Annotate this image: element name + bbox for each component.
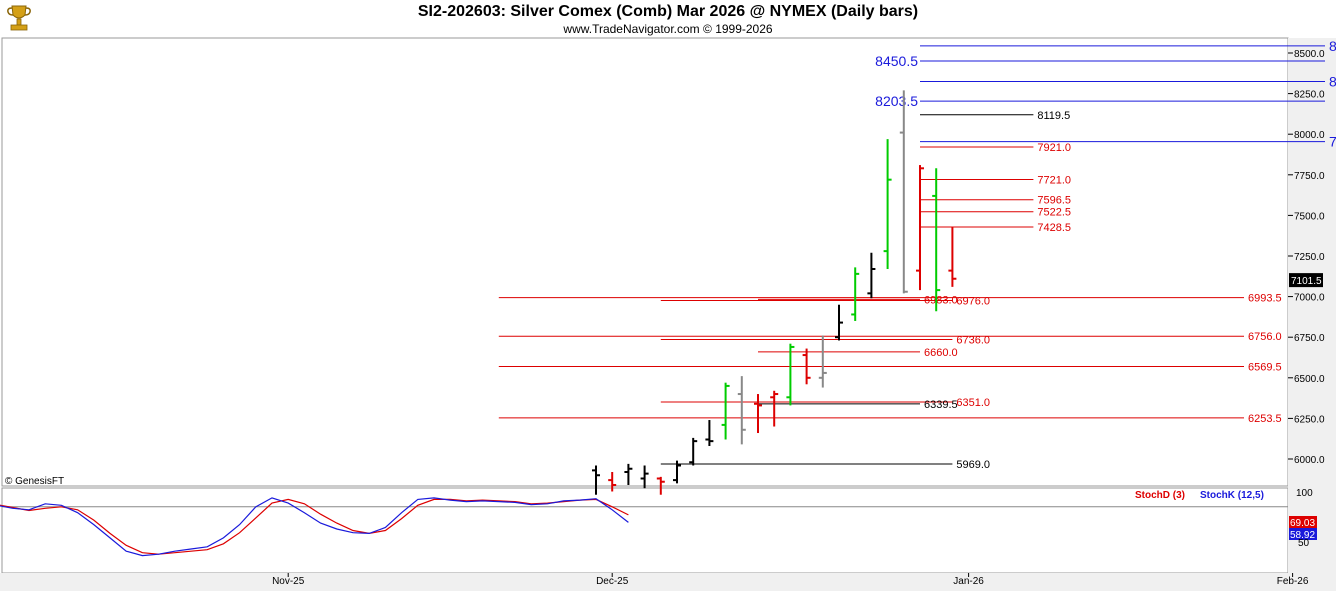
level-label: 6569.5 — [1248, 362, 1282, 374]
level-label: 8544.0 — [1329, 38, 1336, 54]
level-label: 8119.5 — [1037, 110, 1070, 122]
x-axis-tick-label: Jan-26 — [953, 576, 984, 587]
y-axis-tick-label: 6500.0 — [1294, 374, 1325, 385]
chart-header: SI2-202603: Silver Comex (Comb) Mar 2026… — [0, 0, 1336, 38]
trophy-logo-icon — [4, 3, 34, 33]
level-label: 7721.0 — [1037, 175, 1071, 187]
y-axis-tick-label: 7750.0 — [1294, 171, 1325, 182]
last-price-label: 7101.5 — [1291, 276, 1322, 287]
level-label: 8203.5 — [875, 93, 918, 109]
level-label: 7921.0 — [1037, 142, 1071, 154]
price-panel — [1, 37, 1289, 487]
level-label: 7428.5 — [1037, 222, 1071, 234]
level-label: 6253.5 — [1248, 413, 1282, 425]
copyright-text: © GenesisFT — [5, 476, 64, 487]
y-axis-tick-label: 8250.0 — [1294, 90, 1325, 101]
last-price-box — [1289, 273, 1323, 288]
level-label: 6339.5 — [924, 399, 958, 411]
y-axis-tick-label: 7500.0 — [1294, 211, 1325, 222]
legend-stochk: StochK (12,5) — [1200, 490, 1264, 501]
level-label: 7596.5 — [1037, 195, 1071, 207]
stochd-value: 69.03 — [1290, 518, 1315, 529]
y-axis-tick-label: 8000.0 — [1294, 130, 1325, 141]
y-axis-tick-label: 8500.0 — [1294, 49, 1325, 60]
level-label: 7522.5 — [1037, 207, 1071, 219]
stochastic-axis-label: 100 — [1296, 488, 1313, 499]
y-axis-tick-label: 6750.0 — [1294, 333, 1325, 344]
y-axis-tick-label: 7250.0 — [1294, 252, 1325, 263]
level-label: 6993.5 — [1248, 293, 1282, 305]
stochk-value: 58.92 — [1290, 530, 1315, 541]
y-axis-tick-label: 6250.0 — [1294, 414, 1325, 425]
stochastic-panel — [1, 487, 1289, 574]
chart-subtitle: www.TradeNavigator.com © 1999-2026 — [563, 22, 773, 36]
x-axis-tick-label: Dec-25 — [596, 576, 629, 587]
stochk-line — [0, 497, 629, 557]
x-axis-tick-label: Feb-26 — [1277, 576, 1309, 587]
stochd-value-box — [1289, 516, 1317, 528]
stochastic-axis-label: 50 — [1298, 538, 1310, 549]
x-axis-background — [0, 573, 1336, 591]
level-label: 8324.5 — [1329, 74, 1336, 90]
level-label: 6736.0 — [956, 334, 990, 346]
y-axis-background — [1288, 38, 1336, 573]
stochd-line — [0, 498, 629, 555]
x-axis-tick-label: Nov-25 — [272, 576, 305, 587]
level-label: 5969.0 — [956, 459, 990, 471]
stochk-value-box — [1289, 528, 1317, 540]
y-axis-tick-label: 6000.0 — [1294, 455, 1325, 466]
level-label: 7954.0 — [1329, 134, 1336, 150]
level-label: 8450.5 — [875, 53, 918, 69]
level-label: 6660.0 — [924, 347, 958, 359]
level-label: 6351.0 — [956, 397, 990, 409]
level-label: 6976.0 — [956, 295, 990, 307]
chart-title: SI2-202603: Silver Comex (Comb) Mar 2026… — [417, 3, 919, 20]
legend-stochd: StochD (3) — [1135, 490, 1185, 501]
level-label: 6756.0 — [1248, 331, 1282, 343]
y-axis-tick-label: 7000.0 — [1294, 293, 1325, 304]
